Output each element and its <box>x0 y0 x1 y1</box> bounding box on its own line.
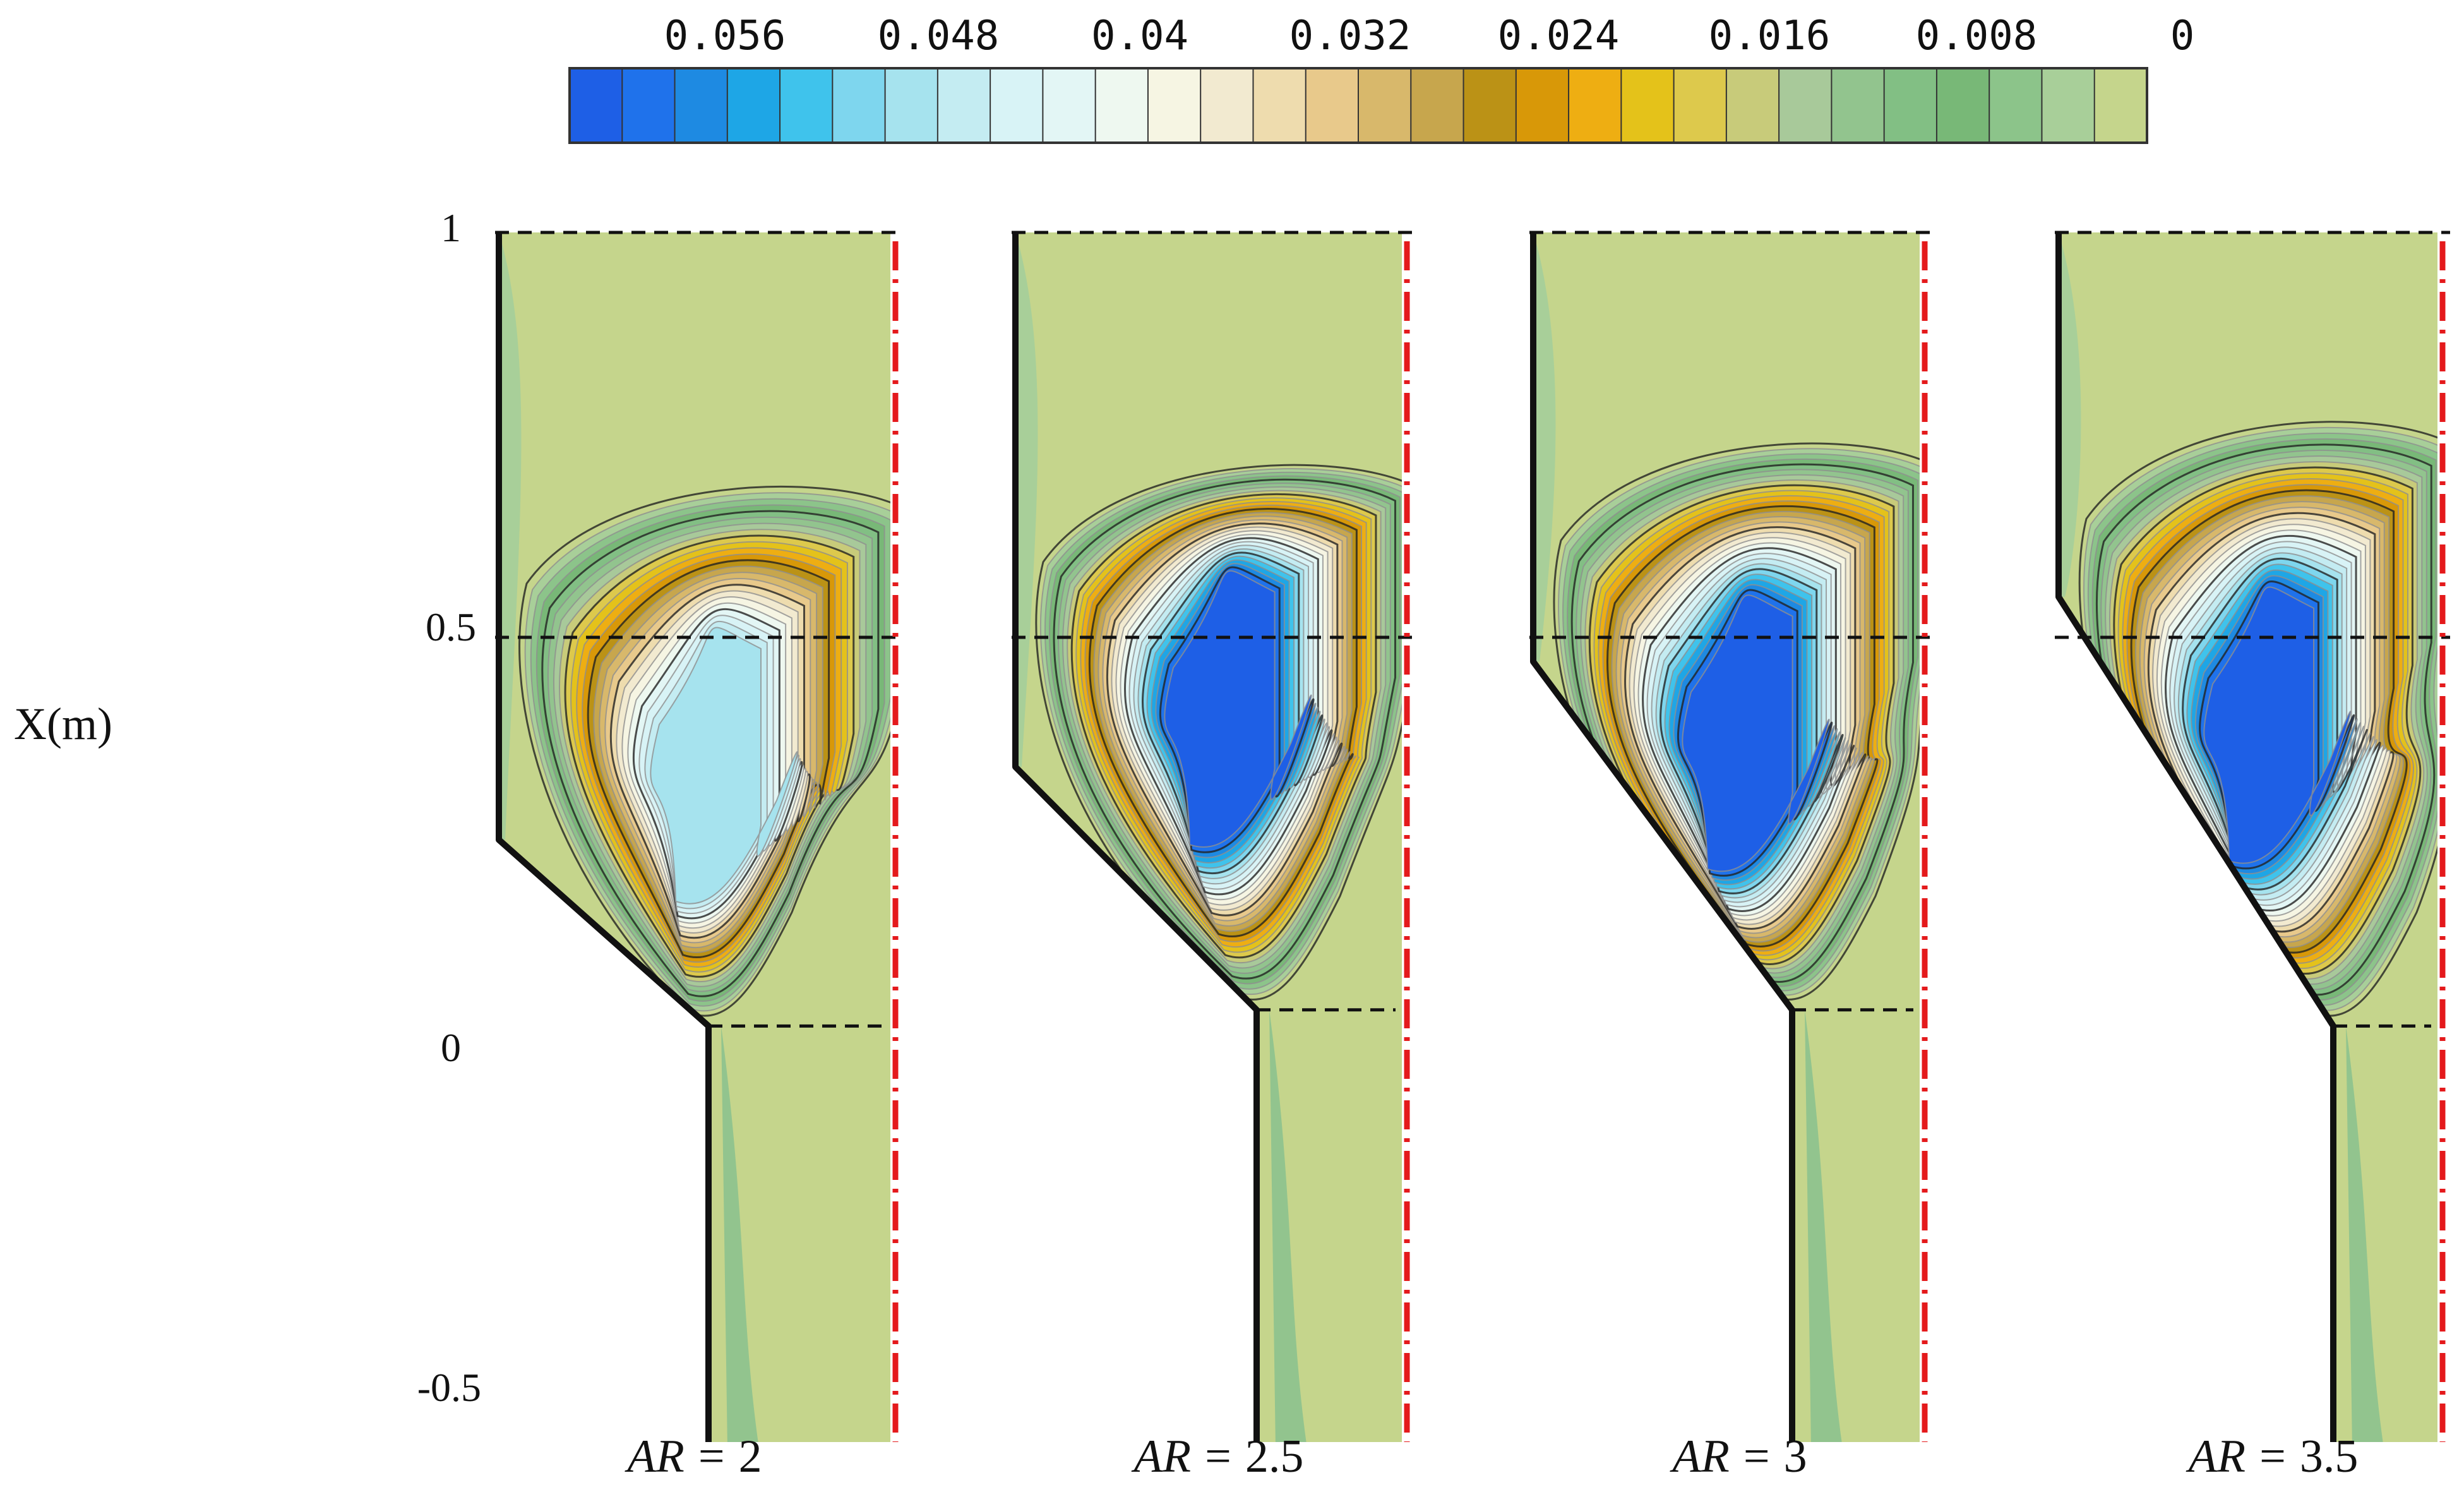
colorbar-cell <box>1515 68 1570 143</box>
colorbar: 0.056 0.048 0.04 0.032 0.024 0.016 0.008… <box>568 13 2195 144</box>
colorbar-cell <box>2093 68 2148 143</box>
colorbar-cell <box>1883 68 1938 143</box>
colorbar-cell <box>569 68 623 143</box>
panel-label-relation: = <box>1743 1431 1770 1482</box>
colorbar-cell <box>1831 68 1886 143</box>
contour-panel-ar-3: AR = 3 <box>1529 231 1932 1482</box>
panel-label: AR = 2.5 <box>1131 1431 1304 1482</box>
contour-band <box>721 1026 759 1442</box>
y-axis: X(m) 1 0.5 0 -0.5 <box>14 205 481 1410</box>
panel-contours <box>1529 231 1932 1442</box>
colorbar-cell <box>884 68 939 143</box>
contour-field <box>2059 232 2437 1442</box>
y-tick-label: 1 <box>441 205 461 250</box>
panel-contours <box>2055 231 2450 1442</box>
panel-contours <box>495 231 903 1442</box>
colorbar-tick-label: 0.008 <box>1916 13 2038 59</box>
colorbar-cell <box>1305 68 1360 143</box>
colorbar-cell <box>832 68 887 143</box>
panel-label-relation: = <box>1205 1431 1231 1482</box>
contour-panel-ar-2.5: AR = 2.5 <box>1012 231 1414 1482</box>
colorbar-cell <box>1094 68 1149 143</box>
colorbar-cells <box>569 68 2148 143</box>
contour-band <box>650 627 798 905</box>
colorbar-tick-label: 0.04 <box>1091 13 1188 59</box>
y-tick-label: -0.5 <box>417 1365 481 1410</box>
colorbar-cell <box>674 68 729 143</box>
contour-band <box>2059 232 2081 597</box>
colorbar-cell <box>1725 68 1780 143</box>
panel-label-relation: = <box>2259 1431 2286 1482</box>
contour-band <box>1682 594 1830 872</box>
wall-outline <box>496 232 712 1442</box>
contour-field <box>1015 232 1402 1442</box>
colorbar-cell <box>1620 68 1675 143</box>
panel-contours <box>1012 231 1414 1442</box>
wall-outline <box>2055 232 2336 1442</box>
colorbar-cell <box>1252 68 1307 143</box>
panel-label: AR = 2 <box>624 1431 762 1482</box>
panel-label-value: 3 <box>1784 1431 1807 1482</box>
panel-label-value: 3.5 <box>2300 1431 2359 1482</box>
contour-band <box>1269 1009 1307 1442</box>
colorbar-tick-label: 0.048 <box>878 13 1000 59</box>
panel-label-variable: AR <box>1669 1431 1729 1482</box>
colorbar-cell <box>1778 68 1833 143</box>
panel-label: AR = 3 <box>1669 1431 1807 1482</box>
colorbar-tick-label: 0.024 <box>1498 13 1620 59</box>
colorbar-cell <box>726 68 781 143</box>
colorbar-tick-label: 0 <box>2170 13 2195 59</box>
contour-band <box>1164 570 1312 848</box>
y-tick-label: 0.5 <box>426 604 476 649</box>
colorbar-cell <box>621 68 676 143</box>
y-tick-label: 0 <box>441 1025 461 1070</box>
colorbar-cell <box>1147 68 1202 143</box>
colorbar-cell <box>1410 68 1465 143</box>
wall-outline <box>1012 232 1260 1442</box>
colorbar-cell <box>1935 68 1990 143</box>
panel-label-relation: = <box>698 1431 725 1482</box>
colorbar-cell <box>1989 68 2043 143</box>
colorbar-cell <box>1358 68 1412 143</box>
panel-label-variable: AR <box>624 1431 684 1482</box>
colorbar-cell <box>779 68 834 143</box>
colorbar-tick-label: 0.056 <box>664 13 786 59</box>
colorbar-cell <box>1200 68 1254 143</box>
y-axis-label: X(m) <box>14 699 112 749</box>
wall-outline <box>1530 232 1795 1442</box>
colorbar-cell <box>990 68 1044 143</box>
contour-band <box>499 232 522 840</box>
panel-label-variable: AR <box>1131 1431 1191 1482</box>
colorbar-cell <box>1042 68 1097 143</box>
contour-panel-ar-2: AR = 2 <box>495 231 903 1482</box>
contour-band <box>2346 1026 2384 1442</box>
panel-label-variable: AR <box>2186 1431 2246 1482</box>
colorbar-cell <box>936 68 991 143</box>
panel-label-value: 2.5 <box>1245 1431 1304 1482</box>
contour-field <box>1533 232 1920 1442</box>
colorbar-tick-labels: 0.056 0.048 0.04 0.032 0.024 0.016 0.008… <box>664 13 2195 59</box>
contour-band <box>1533 232 1556 662</box>
colorbar-frame <box>568 67 2148 144</box>
colorbar-cell <box>1673 68 1728 143</box>
contour-band <box>2203 586 2352 864</box>
colorbar-cell <box>1462 68 1517 143</box>
contour-band <box>1805 1009 1843 1442</box>
colorbar-cell <box>1568 68 1622 143</box>
contour-band <box>1015 232 1038 767</box>
panel-label: AR = 3.5 <box>2186 1431 2359 1482</box>
colorbar-tick-label: 0.032 <box>1289 13 1411 59</box>
colorbar-tick-label: 0.016 <box>1709 13 1831 59</box>
contour-field <box>499 232 890 1442</box>
contour-panel-ar-3.5: AR = 3.5 <box>2055 231 2450 1482</box>
panel-label-value: 2 <box>739 1431 762 1482</box>
colorbar-cell <box>2041 68 2096 143</box>
